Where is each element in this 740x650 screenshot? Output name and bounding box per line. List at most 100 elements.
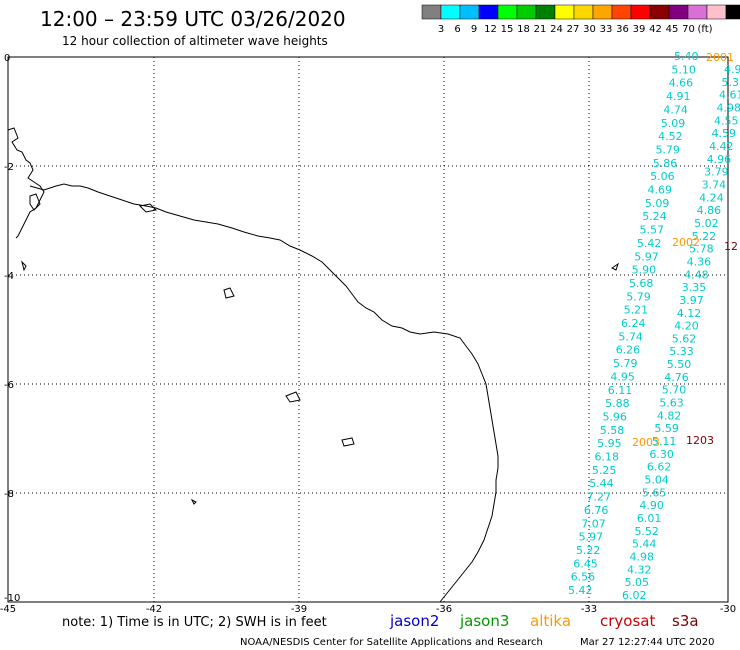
wave-height-label: 5.50 <box>667 358 692 371</box>
wave-height-label: 6.62 <box>647 461 672 474</box>
wave-height-label: 5.44 <box>632 538 657 551</box>
wave-height-label: 6.11 <box>608 384 633 397</box>
pass-label-altika-2: 2002 <box>672 236 700 249</box>
wave-height-label: 4.36 <box>687 255 712 268</box>
scale-swatch <box>516 4 537 20</box>
wave-height-label: 7.07 <box>581 517 606 530</box>
satellite-track-a: 5.405.104.664.914.745.094.525.795.865.06… <box>568 50 699 597</box>
wave-height-label: 5.79 <box>655 143 680 156</box>
scale-label: 36 <box>616 24 629 35</box>
wave-height-label: 4.59 <box>712 127 737 140</box>
y-tick-label: -4 <box>4 271 14 282</box>
scale-label: 9 <box>471 24 477 35</box>
scale-swatch <box>478 4 499 20</box>
wave-height-label: 5.97 <box>579 531 604 544</box>
wave-height-label: 5.04 <box>644 474 669 487</box>
wave-height-label: 5.44 <box>589 477 614 490</box>
scale-label: 12 <box>484 24 497 35</box>
wave-height-label: 5.10 <box>671 63 696 76</box>
y-axis-ticks: 0 -2 -4 -6 -8 -10 <box>4 53 20 604</box>
wave-height-label: 7.27 <box>587 491 612 504</box>
wave-height-label: 5.05 <box>624 576 649 589</box>
wave-height-label: 3.35 <box>682 281 707 294</box>
wave-height-label: 5.78 <box>689 243 714 256</box>
x-tick-label: -45 <box>0 604 16 615</box>
wave-height-label: 5.06 <box>650 170 675 183</box>
map-frame <box>7 56 729 603</box>
y-tick-label: -2 <box>4 162 14 173</box>
wave-height-label: 4.82 <box>657 409 682 422</box>
wave-height-label: 5.79 <box>626 290 651 303</box>
x-tick-label: -33 <box>581 604 597 615</box>
scale-label: 24 <box>550 24 563 35</box>
scale-swatch <box>630 4 651 20</box>
scale-label: 30 <box>583 24 596 35</box>
wave-height-label: 6.26 <box>616 344 641 357</box>
scale-label: 33 <box>600 24 613 35</box>
wave-height-label: 5.24 <box>642 210 667 223</box>
wave-height-label: 4.48 <box>684 268 709 281</box>
y-tick-label: -10 <box>4 593 20 604</box>
wave-height-label: 5.22 <box>692 230 717 243</box>
wave-height-label: 4.32 <box>627 563 652 576</box>
pass-label-cryosat-2: 1203 <box>686 434 714 447</box>
scale-swatch <box>440 4 461 20</box>
wave-height-label: 5.02 <box>694 217 719 230</box>
scale-label: 21 <box>534 24 547 35</box>
pass-label-altika-3: 2003 <box>632 436 660 449</box>
wave-height-label: 6.18 <box>595 451 620 464</box>
y-tick-label: -8 <box>4 489 14 500</box>
wave-height-label: 5.88 <box>605 397 630 410</box>
wave-height-label: 4.42 <box>709 140 734 153</box>
color-scale-labels: 3 6 9 12 15 18 21 24 27 30 33 36 39 42 45 70 (ft) <box>438 24 713 35</box>
wave-height-label: 4.12 <box>677 307 702 320</box>
map-title: 12:00 – 23:59 UTC 03/26/2020 <box>40 7 346 31</box>
scale-swatch <box>497 4 518 20</box>
scale-swatch <box>573 4 594 20</box>
pass-label-altika-1: 2001 <box>706 51 734 64</box>
wave-height-label: 4.74 <box>663 103 688 116</box>
wave-height-label: 3.79 <box>704 166 729 179</box>
wave-height-label: 5.42 <box>637 237 662 250</box>
scale-swatch <box>725 4 740 20</box>
wave-height-label: 5.63 <box>659 397 684 410</box>
wave-height-label: 5.59 <box>654 422 679 435</box>
wave-height-label: 5.58 <box>600 424 625 437</box>
scale-label: 27 <box>567 24 580 35</box>
scale-label: 18 <box>517 24 530 35</box>
legend-jason2: jason2 <box>389 612 439 630</box>
wave-height-label: 5.65 <box>642 486 667 499</box>
scale-swatch <box>421 4 442 20</box>
wave-height-label: 4.52 <box>658 130 683 143</box>
wave-height-label: 5.86 <box>653 157 678 170</box>
footer-note: note: 1) Time is in UTC; 2) SWH is in fe… <box>62 615 327 630</box>
wave-height-label: 5.22 <box>576 544 601 557</box>
x-tick-label: -39 <box>291 604 307 615</box>
wave-height-label: 4.55 <box>714 114 739 127</box>
satellite-legend: jason2 jason3 altika cryosat s3a <box>389 612 699 630</box>
wave-height-label: 5.90 <box>632 264 657 277</box>
color-scale <box>421 4 740 20</box>
map-subtitle: 12 hour collection of altimeter wave hei… <box>62 34 328 48</box>
scale-swatch <box>649 4 670 20</box>
wave-height-label: 5.95 <box>597 437 622 450</box>
wave-height-label: 4.61 <box>719 89 740 102</box>
scale-swatch <box>554 4 575 20</box>
wave-height-label: 4.91 <box>666 90 691 103</box>
wave-height-label: 6.56 <box>571 571 596 584</box>
wave-height-label: 4.86 <box>697 204 722 217</box>
coastline <box>7 127 619 603</box>
wave-height-label: 5.33 <box>669 345 694 358</box>
wave-height-label: 5.97 <box>634 250 659 263</box>
wave-height-label: 5.42 <box>568 584 593 597</box>
scale-label: 39 <box>633 24 646 35</box>
wave-height-label: 5.68 <box>629 277 654 290</box>
wave-height-label: 5.62 <box>672 332 697 345</box>
wave-height-label: 5.79 <box>613 357 638 370</box>
x-tick-label: -42 <box>146 604 162 615</box>
scale-swatch <box>687 4 708 20</box>
wave-height-label: 6.01 <box>637 512 662 525</box>
wave-height-label: 4.76 <box>664 371 689 384</box>
legend-jason3: jason3 <box>459 612 509 630</box>
